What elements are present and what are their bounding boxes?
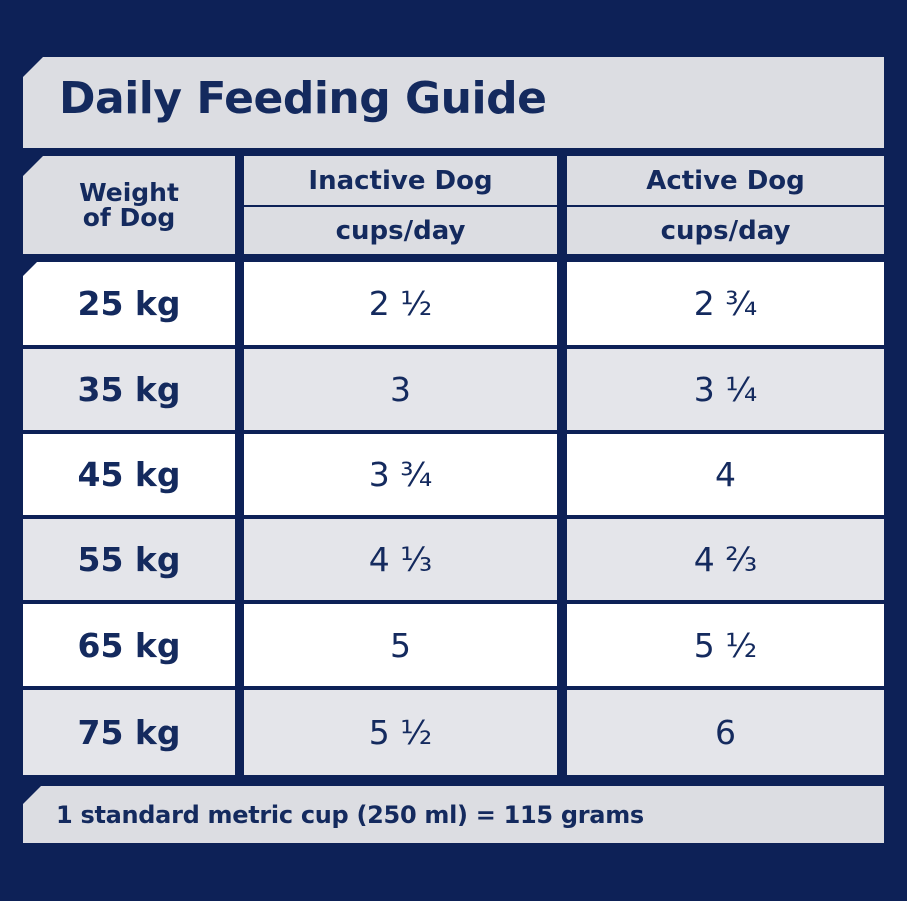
cell-inactive: 5 (244, 604, 557, 686)
footer-note: 1 standard metric cup (250 ml) = 115 gra… (56, 800, 644, 829)
cell-active: 2 ¾ (567, 262, 884, 345)
cell-weight: 65 kg (23, 604, 235, 686)
title-bar: Daily Feeding Guide (23, 57, 884, 148)
cell-inactive: 4 ⅓ (244, 519, 557, 600)
cell-active: 3 ¼ (567, 349, 884, 430)
cell-weight: 25 kg (23, 262, 235, 345)
header-weight: Weight of Dog (23, 156, 235, 254)
header-weight-line2: of Dog (82, 203, 176, 232)
header-weight-line1: Weight (79, 178, 179, 207)
cell-inactive: 3 (244, 349, 557, 430)
cell-active: 6 (567, 690, 884, 775)
cell-inactive: 3 ¾ (244, 434, 557, 515)
cell-weight: 45 kg (23, 434, 235, 515)
page-title: Daily Feeding Guide (59, 73, 547, 124)
header-active: Active Dog (567, 156, 884, 205)
cell-weight: 55 kg (23, 519, 235, 600)
header-inactive-unit: cups/day (244, 207, 557, 254)
cell-inactive: 2 ½ (244, 262, 557, 345)
cell-active: 5 ½ (567, 604, 884, 686)
cell-weight: 35 kg (23, 349, 235, 430)
cell-weight: 75 kg (23, 690, 235, 775)
cell-inactive: 5 ½ (244, 690, 557, 775)
cell-active: 4 ⅔ (567, 519, 884, 600)
cell-active: 4 (567, 434, 884, 515)
header-active-unit: cups/day (567, 207, 884, 254)
footer-bar: 1 standard metric cup (250 ml) = 115 gra… (23, 786, 884, 843)
header-inactive: Inactive Dog (244, 156, 557, 205)
